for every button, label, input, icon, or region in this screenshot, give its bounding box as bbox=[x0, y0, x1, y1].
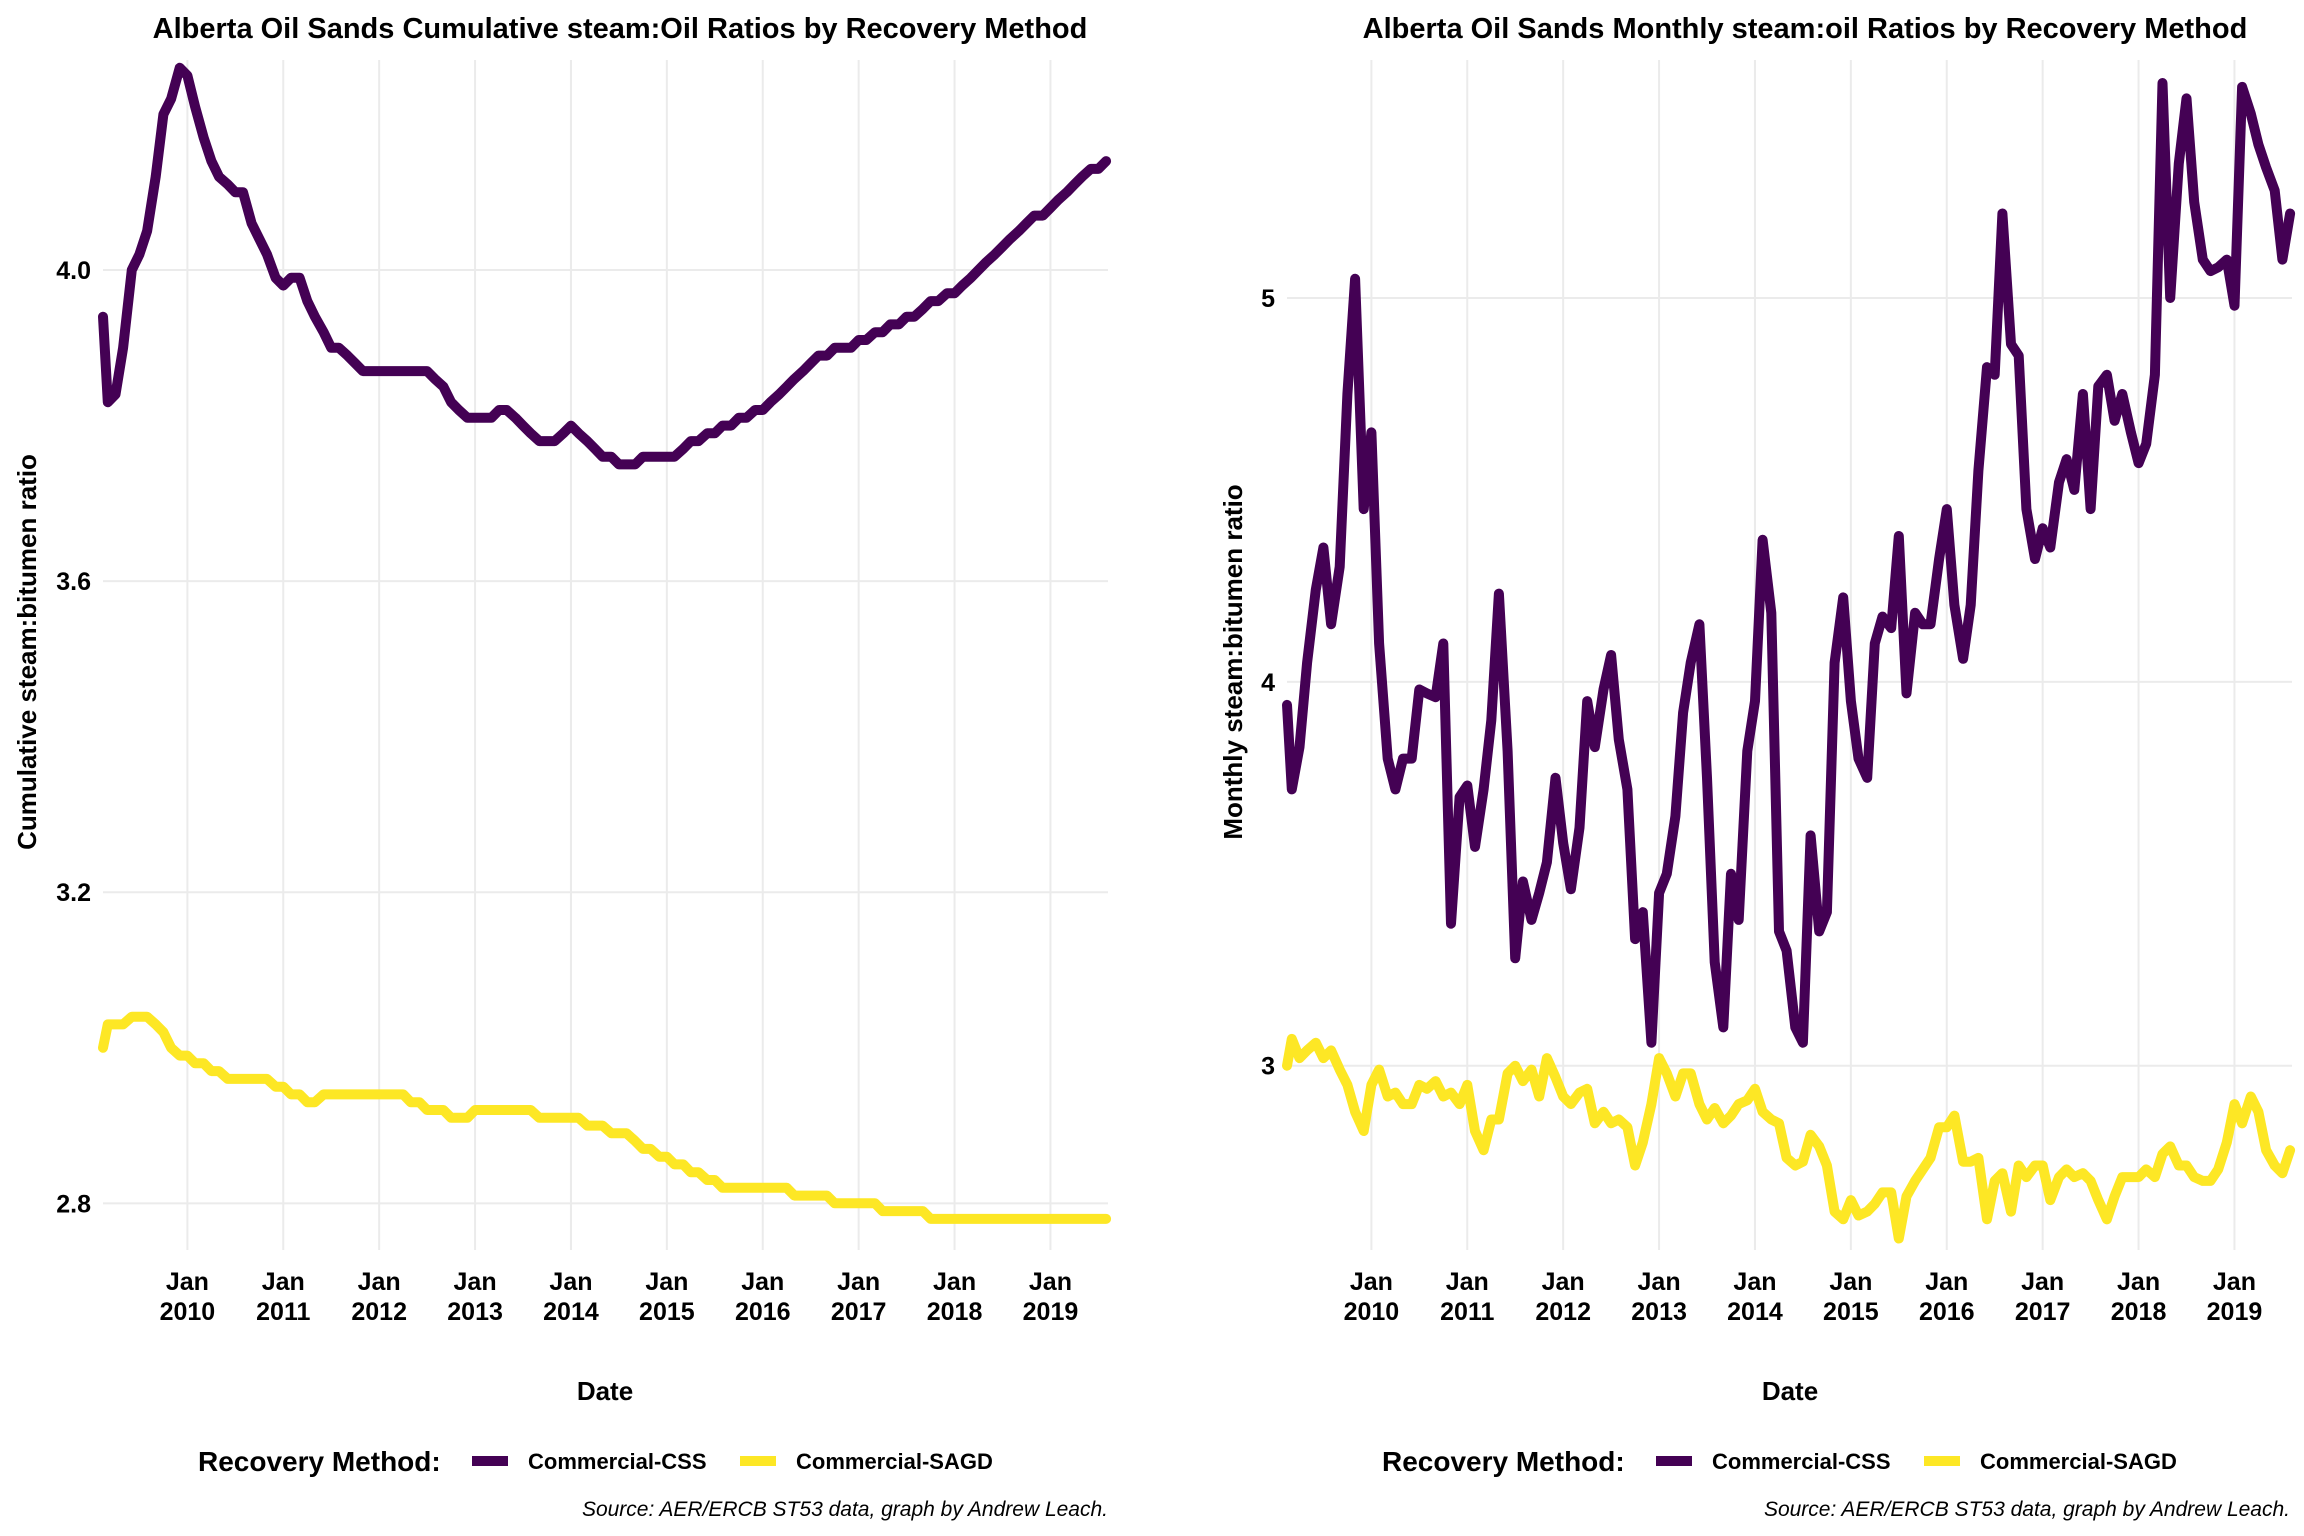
y-axis-title: Cumulative steam:bitumen ratio bbox=[12, 454, 42, 850]
x-tick-label: Jan 2019 bbox=[1023, 1268, 1079, 1326]
x-tick-label: Jan 2013 bbox=[447, 1268, 503, 1326]
x-axis-title: Date bbox=[1762, 1376, 1818, 1406]
legend-label-sagd: Commercial-SAGD bbox=[796, 1449, 993, 1474]
x-tick-label: Jan 2016 bbox=[735, 1268, 791, 1326]
x-tick-label: Jan 2016 bbox=[1919, 1268, 1975, 1326]
y-tick-label: 2.8 bbox=[56, 1190, 91, 1218]
legend-title: Recovery Method: bbox=[198, 1446, 441, 1477]
x-tick-label: Jan 2013 bbox=[1631, 1268, 1687, 1326]
x-tick-label: Jan 2019 bbox=[2207, 1268, 2263, 1326]
x-tick-label: Jan 2017 bbox=[2015, 1268, 2071, 1326]
series-line-sagd bbox=[1282, 1033, 2296, 1244]
gridlines bbox=[103, 60, 1108, 1250]
cumulative-chart-panel: Alberta Oil Sands Cumulative steam:Oil R… bbox=[12, 13, 1112, 1521]
x-tick-labels: Jan 2010 Jan 2011 Jan 2012 Jan 2013 Jan 2014 Jan 20… bbox=[1344, 1268, 2263, 1326]
legend: Recovery Method: Commercial-CSS Commerci… bbox=[198, 1446, 993, 1477]
series-line-css bbox=[98, 62, 1112, 470]
legend: Recovery Method: Commercial-CSS Commerci… bbox=[1382, 1446, 2177, 1477]
x-tick-label: Jan 2015 bbox=[639, 1268, 695, 1326]
legend-title: Recovery Method: bbox=[1382, 1446, 1625, 1477]
legend-label-css: Commercial-CSS bbox=[1712, 1449, 1891, 1474]
x-tick-label: Jan 2017 bbox=[831, 1268, 887, 1326]
x-tick-label: Jan 2012 bbox=[1535, 1268, 1591, 1326]
legend-label-sagd: Commercial-SAGD bbox=[1980, 1449, 2177, 1474]
y-axis-title: Monthly steam:bitumen ratio bbox=[1218, 484, 1248, 839]
y-tick-labels: 2.8 3.2 3.6 4.0 bbox=[56, 257, 91, 1218]
x-tick-label: Jan 2015 bbox=[1823, 1268, 1879, 1326]
series-line-sagd bbox=[98, 1011, 1112, 1224]
x-tick-labels: Jan 2010 Jan 2011 Jan 2012 Jan 2013 Jan 2014 Jan 20… bbox=[160, 1268, 1079, 1326]
series-lines bbox=[1282, 78, 2296, 1244]
chart-title: Alberta Oil Sands Monthly steam:oil Rati… bbox=[1363, 13, 2248, 45]
x-tick-label: Jan 2014 bbox=[543, 1268, 599, 1326]
source-caption: Source: AER/ERCB ST53 data, graph by And… bbox=[1764, 1498, 2290, 1521]
series-lines bbox=[98, 62, 1112, 1224]
x-tick-label: Jan 2010 bbox=[1344, 1268, 1400, 1326]
source-caption: Source: AER/ERCB ST53 data, graph by And… bbox=[582, 1498, 1108, 1521]
x-tick-label: Jan 2012 bbox=[351, 1268, 407, 1326]
x-tick-label: Jan 2010 bbox=[160, 1268, 216, 1326]
series-line-css bbox=[1282, 78, 2296, 1048]
x-tick-label: Jan 2011 bbox=[256, 1268, 310, 1326]
x-tick-label: Jan 2014 bbox=[1727, 1268, 1783, 1326]
x-tick-label: Jan 2018 bbox=[927, 1268, 983, 1326]
x-tick-label: Jan 2018 bbox=[2111, 1268, 2167, 1326]
y-tick-label: 3 bbox=[1261, 1053, 1275, 1081]
y-tick-label: 3.6 bbox=[56, 568, 91, 596]
legend-label-css: Commercial-CSS bbox=[528, 1449, 707, 1474]
x-axis-title: Date bbox=[577, 1376, 633, 1406]
y-tick-label: 5 bbox=[1261, 285, 1275, 313]
y-tick-label: 4 bbox=[1261, 669, 1275, 697]
x-tick-label: Jan 2011 bbox=[1440, 1268, 1494, 1326]
chart-title: Alberta Oil Sands Cumulative steam:Oil R… bbox=[153, 13, 1088, 45]
y-tick-labels: 3 4 5 bbox=[1261, 285, 1275, 1081]
y-tick-label: 4.0 bbox=[56, 257, 91, 285]
y-tick-label: 3.2 bbox=[56, 879, 91, 907]
monthly-chart-panel: Alberta Oil Sands Monthly steam:oil Rati… bbox=[1218, 13, 2296, 1521]
